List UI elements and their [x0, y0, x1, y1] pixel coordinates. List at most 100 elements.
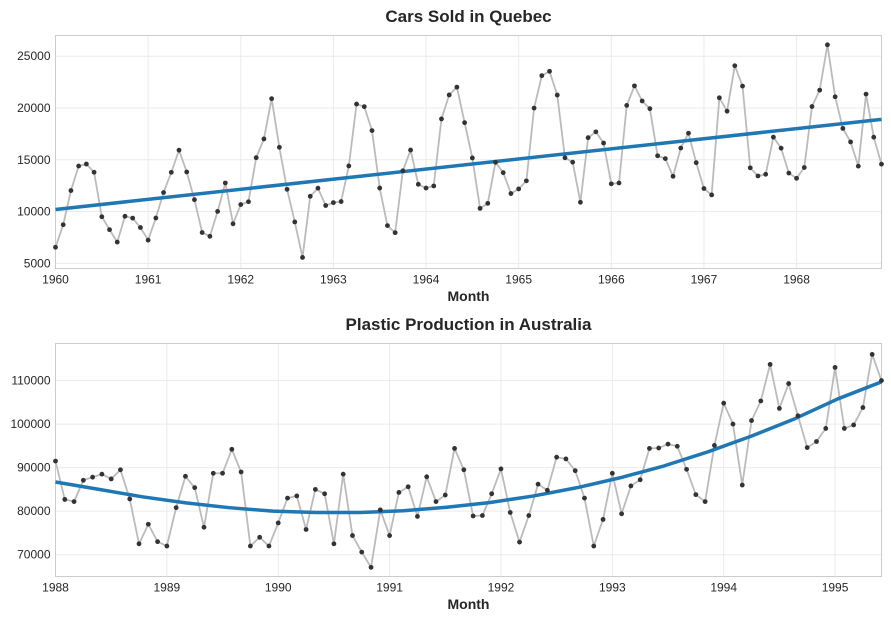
data-point [770, 134, 776, 140]
data-point [315, 185, 321, 191]
data-point [570, 159, 576, 165]
data-point [730, 421, 736, 427]
data-point [377, 185, 383, 191]
data-point [247, 543, 253, 549]
data-point [624, 103, 630, 108]
data-point [261, 136, 267, 142]
data-point [385, 223, 390, 229]
data-point [500, 170, 506, 176]
data-point [408, 147, 413, 153]
data-point [275, 520, 281, 526]
data-point [246, 199, 251, 205]
data-point [786, 170, 792, 176]
data-point [656, 445, 662, 451]
grid-lines [55, 343, 882, 577]
data-point [593, 129, 599, 135]
x-tick-label: 1991 [376, 581, 403, 595]
tick-labels: 1960 1961 1962 1963 1964 1965 1966 1967 1968 5000… [17, 49, 810, 286]
data-point [879, 161, 884, 167]
data-point [338, 199, 344, 204]
data-point [632, 83, 637, 89]
data-point [423, 185, 429, 191]
data-point [454, 84, 460, 90]
data-point [591, 543, 597, 549]
data-point [71, 499, 77, 504]
data-point [684, 466, 689, 472]
data-point [387, 533, 392, 538]
data-point [616, 180, 622, 186]
data-point [230, 221, 236, 227]
data-point [832, 365, 838, 370]
x-tick-label: 1964 [413, 273, 440, 287]
data-point [786, 381, 792, 386]
data-point [192, 485, 198, 491]
data-point [758, 398, 764, 404]
data-point [405, 484, 411, 490]
data-point [266, 543, 272, 549]
data-point [655, 153, 661, 159]
data-point [647, 446, 652, 451]
x-tick-label: 1988 [42, 581, 69, 595]
data-point [80, 477, 86, 483]
data-point [284, 186, 290, 192]
data-point [461, 467, 467, 473]
data-point [739, 482, 745, 488]
y-tick-label: 10000 [17, 205, 51, 219]
data-point [794, 175, 799, 181]
data-point [585, 135, 591, 141]
data-point [292, 219, 298, 225]
data-point [90, 474, 96, 480]
data-series-line [54, 350, 883, 570]
data-point [776, 405, 782, 411]
data-point [222, 180, 228, 186]
data-point [840, 126, 846, 131]
data-point [804, 445, 810, 450]
data-point [312, 486, 318, 492]
x-tick-label: 1961 [135, 273, 162, 287]
data-point [693, 160, 699, 166]
data-point [674, 443, 680, 449]
data-point [517, 539, 522, 545]
data-point [238, 202, 244, 207]
data-point [442, 492, 448, 498]
data-point [851, 422, 857, 428]
data-point [155, 539, 160, 545]
data-point [563, 456, 569, 462]
y-tick-label: 70000 [17, 548, 51, 562]
data-point [702, 499, 708, 504]
x-axis-label: Month [448, 288, 490, 304]
trend-line [55, 380, 883, 515]
data-point [138, 225, 143, 230]
y-tick-label: 5000 [24, 256, 51, 270]
y-tick-label: 15000 [17, 153, 51, 167]
data-point [871, 134, 877, 140]
data-point [184, 169, 190, 175]
data-point [547, 68, 552, 74]
data-point [439, 116, 444, 122]
data-point [662, 156, 668, 161]
data-point [257, 534, 263, 540]
x-tick-label: 1963 [320, 273, 347, 287]
data-point [608, 181, 614, 187]
data-point [303, 527, 309, 532]
x-tick-label: 1994 [710, 581, 737, 595]
y-tick-label: 25000 [17, 49, 51, 63]
data-point [795, 413, 801, 419]
plot-frame [55, 35, 882, 269]
data-point [396, 490, 402, 495]
plot-frame [55, 343, 882, 577]
data-point [767, 362, 773, 367]
data-point [130, 215, 136, 221]
x-tick-label: 1992 [488, 581, 515, 595]
data-point [749, 418, 754, 423]
data-point [508, 191, 514, 196]
data-point [763, 171, 769, 177]
data-point [322, 491, 328, 497]
tick-labels: 1988 1989 1990 1991 1992 1993 1994 1995 70000 800… [10, 374, 848, 595]
data-point [68, 188, 74, 193]
y-tick-label: 110000 [11, 374, 50, 388]
data-point [173, 505, 179, 511]
data-point [431, 183, 437, 189]
data-point [62, 497, 68, 502]
